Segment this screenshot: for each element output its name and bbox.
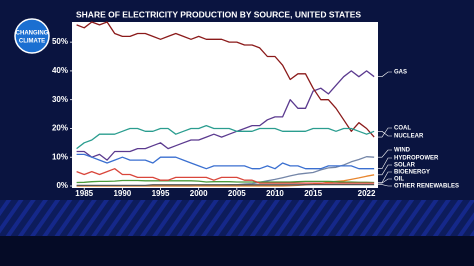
x-tick-label: 1995	[152, 189, 170, 198]
y-tick-label: 10%	[52, 152, 68, 161]
legend-label: OIL	[394, 177, 404, 183]
y-tick-label: 30%	[52, 95, 68, 104]
y-tick-label: 50%	[52, 37, 68, 46]
legend-connector	[374, 157, 392, 170]
series-line	[76, 179, 375, 184]
x-tick-label: 2022	[358, 189, 376, 198]
logo-circle	[14, 18, 50, 54]
legend-label: HYDROPOWER	[394, 156, 439, 162]
legend-label: BIOENERGY	[394, 170, 430, 176]
series-line	[76, 21, 375, 138]
bottom-band	[0, 236, 474, 266]
logo-text: CLIMATE	[19, 39, 45, 45]
legend-connector	[374, 131, 392, 137]
logo: CHANGING CLIMATE	[14, 18, 50, 54]
x-tick-label: 2015	[304, 189, 322, 198]
plot-area	[72, 22, 378, 188]
legend-connector	[374, 127, 392, 138]
stripe-band	[0, 200, 474, 236]
legend-connector	[374, 171, 392, 183]
series-line	[76, 168, 375, 184]
x-tick-label: 1990	[113, 189, 131, 198]
legend-label: OTHER RENEWABLES	[394, 184, 459, 190]
x-tick-label: 2005	[228, 189, 246, 198]
logo-text: CHANGING	[16, 31, 49, 37]
legend-connector	[374, 149, 392, 158]
legend-connector	[374, 164, 392, 176]
legend-label: COAL	[394, 126, 411, 132]
legend-connector	[374, 71, 392, 77]
legend-connector	[374, 184, 392, 187]
chart-title: SHARE OF ELECTRICITY PRODUCTION BY SOURC…	[76, 9, 361, 19]
series-line	[76, 70, 375, 161]
legend-label: SOLAR	[394, 163, 416, 169]
series-line	[76, 183, 375, 187]
x-tick-label: 1985	[75, 189, 93, 198]
legend-label: WIND	[394, 148, 411, 154]
series-line	[76, 124, 375, 150]
x-tick-label: 2000	[190, 189, 208, 198]
y-tick-label: 0%	[56, 181, 68, 190]
y-tick-label: 40%	[52, 66, 68, 75]
series-line	[76, 153, 375, 170]
legend-label: GAS	[394, 70, 407, 76]
legend-connector	[374, 178, 392, 184]
x-tick-label: 2010	[266, 189, 284, 198]
y-tick-label: 20%	[52, 124, 68, 133]
legend-label: NUCLEAR	[394, 134, 424, 140]
